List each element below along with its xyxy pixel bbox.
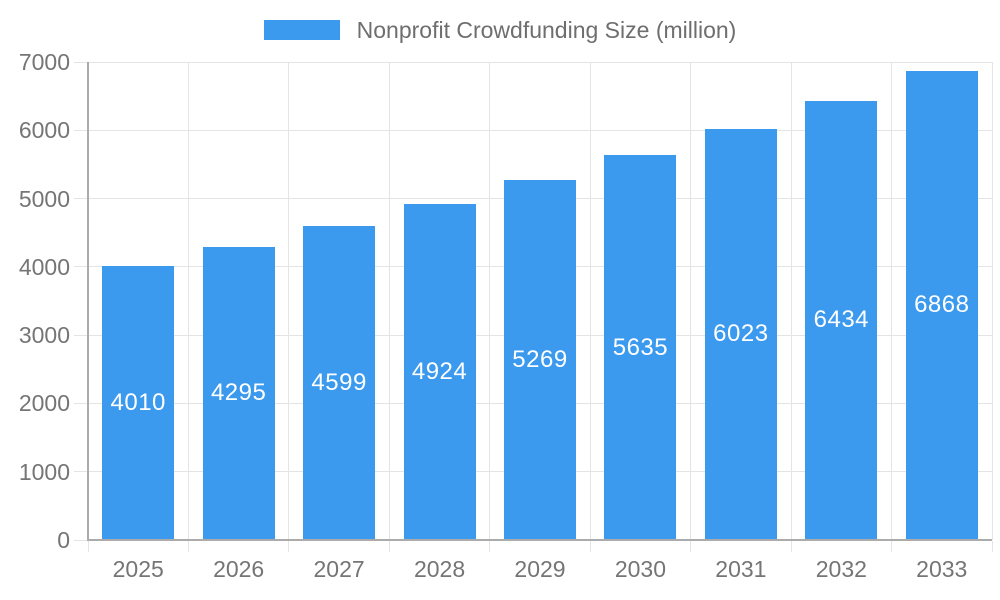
y-axis-tick-label: 6000 [18,117,70,144]
y-axis-tick-label: 4000 [18,253,70,280]
x-axis-tick [589,541,591,552]
bar-value-label: 5269 [512,346,568,374]
gridline-vertical [690,62,692,540]
x-axis-tick [489,541,491,552]
gridline-vertical [991,62,993,540]
bar: 5635 [604,155,677,540]
x-axis-label: 2025 [112,556,164,582]
bar: 4295 [202,246,275,540]
bar-value-label: 6023 [713,320,769,348]
gridline-vertical [489,62,491,540]
bar: 6868 [905,71,978,540]
gridline-horizontal [74,129,992,131]
y-axis-tick-label: 5000 [18,185,70,212]
bar: 6434 [805,100,878,540]
x-axis-tick [187,541,189,552]
x-axis-label: 2027 [313,556,365,582]
x-axis-label: 2028 [413,556,466,582]
gridline-horizontal [74,61,992,63]
legend-swatch [263,20,340,40]
gridline-vertical [589,62,591,540]
gridline-vertical [790,62,792,540]
gridline-vertical [388,62,390,540]
x-axis-label: 2030 [614,556,667,582]
x-axis-line [88,539,992,541]
x-axis-tick [388,541,390,552]
bar: 4599 [303,225,376,540]
bar-value-label: 4295 [210,379,267,407]
bar: 5269 [504,180,576,540]
bar: 6023 [704,128,777,540]
gridline-vertical [288,62,290,540]
y-axis-tick-label: 1000 [18,458,70,485]
x-axis-label: 2026 [213,556,265,582]
bar-value-label: 4924 [411,357,468,385]
gridline-vertical [187,62,189,540]
bar-value-label: 6434 [813,306,870,334]
bar-value-label: 4010 [110,389,166,417]
x-axis-label: 2032 [815,556,867,582]
bar: 4010 [102,266,175,540]
y-axis-tick-label: 3000 [18,322,70,349]
x-axis-tick [891,541,893,552]
y-axis-tick-label: 0 [57,527,70,553]
legend[interactable]: Nonprofit Crowdfunding Size (million) [0,13,1000,47]
x-axis-tick [690,541,692,552]
y-axis-tick-label: 7000 [18,49,70,75]
legend-label: Nonprofit Crowdfunding Size (million) [356,16,737,43]
y-axis-tick [74,539,88,541]
y-axis-tick-label: 2000 [18,390,70,417]
x-axis-label: 2033 [916,556,968,582]
bar-value-label: 6868 [914,291,970,319]
x-axis-tick [288,541,290,552]
x-axis-tick [991,541,993,552]
x-axis-tick [790,541,792,552]
bar: 4924 [403,203,476,540]
x-axis-tick [87,541,89,552]
y-axis-line [87,62,89,541]
bar-value-label: 5635 [612,333,669,361]
bar-value-label: 4599 [311,368,367,396]
gridline-vertical [891,62,893,540]
x-axis-label: 2029 [514,556,566,582]
x-axis-label: 2031 [715,556,767,582]
